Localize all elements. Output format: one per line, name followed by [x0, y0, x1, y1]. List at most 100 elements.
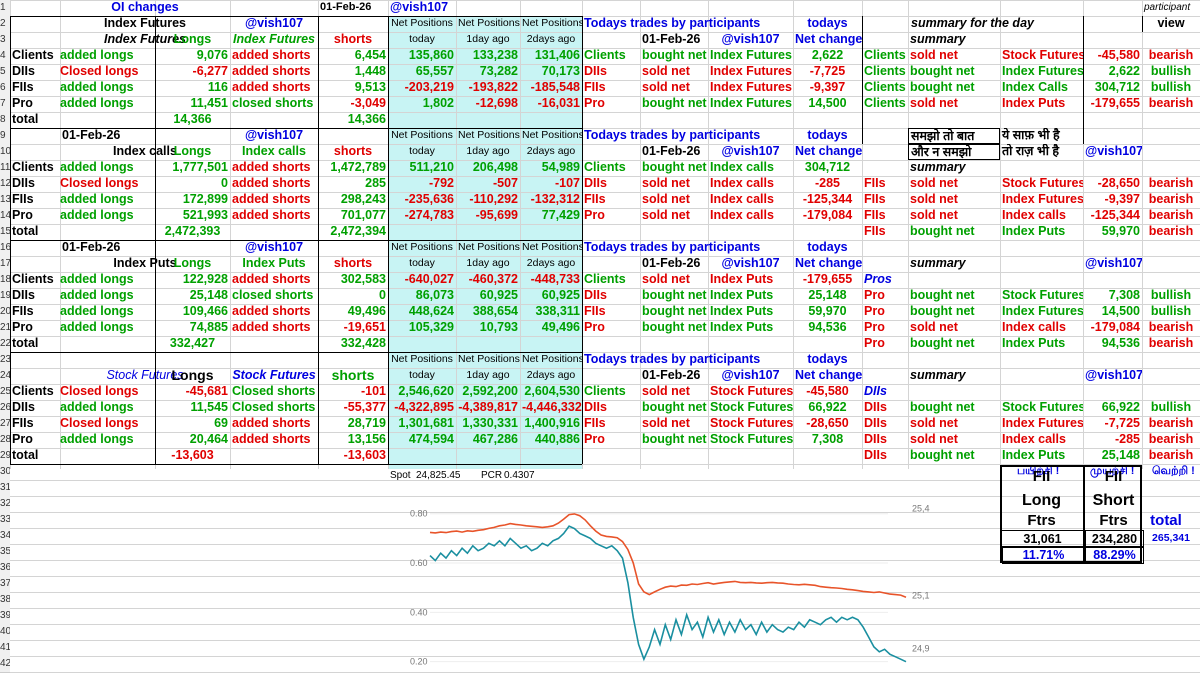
block-handle[interactable]: @vish107 — [244, 16, 304, 30]
row-header[interactable]: 10 — [0, 144, 10, 161]
trade-action[interactable]: bought net — [642, 96, 707, 110]
net-change-label[interactable]: Net change — [795, 368, 862, 382]
todays-label[interactable]: todays — [807, 128, 848, 142]
oi-changes-title[interactable]: OI changes — [111, 0, 179, 14]
summary-instrument[interactable]: Stock Futures — [1002, 48, 1083, 62]
shorts-value[interactable]: 302,583 — [340, 272, 386, 286]
longs-value[interactable]: 69 — [214, 416, 228, 430]
trade-participant[interactable]: Pro — [584, 208, 605, 222]
trades-handle[interactable]: @vish107 — [721, 368, 780, 382]
trade-participant[interactable]: Clients — [584, 384, 626, 398]
longs-header[interactable]: Longs — [173, 32, 212, 46]
net-positions-subheader[interactable]: 1day ago — [466, 33, 510, 45]
row-header[interactable]: 3 — [0, 32, 10, 49]
row-header[interactable]: 32 — [0, 496, 10, 513]
row-header[interactable]: 15 — [0, 224, 10, 241]
row-header[interactable]: 36 — [0, 560, 10, 577]
summary-title[interactable]: summary — [910, 368, 966, 382]
shorts-value[interactable]: 701,077 — [340, 208, 386, 222]
net-positions-header[interactable]: Net Positions — [391, 241, 453, 253]
net-positions-subheader[interactable]: 2days ago — [526, 257, 576, 269]
row-header[interactable]: 23 — [0, 352, 10, 369]
net-positions-subheader[interactable]: 2days ago — [526, 145, 576, 157]
summary-value[interactable]: -28,650 — [1097, 176, 1140, 190]
trade-participant[interactable]: Pro — [584, 96, 605, 110]
summary-action[interactable]: bought net — [910, 336, 975, 350]
net-change-value[interactable]: -179,084 — [802, 208, 853, 222]
summary-instrument[interactable]: Index Calls — [1002, 80, 1068, 94]
summary-title[interactable]: summary — [910, 256, 966, 270]
net-1day[interactable]: 73,282 — [479, 64, 518, 78]
net-change-value[interactable]: -28,650 — [806, 416, 849, 430]
summary-action[interactable]: sold net — [910, 96, 958, 110]
short-action[interactable]: added shorts — [232, 160, 311, 174]
net-today[interactable]: 2,546,620 — [398, 384, 454, 398]
row-header[interactable]: 1 — [0, 0, 10, 17]
net-change-value[interactable]: -45,580 — [806, 384, 849, 398]
row-header[interactable]: 29 — [0, 448, 10, 465]
participant-name[interactable]: DIIs — [12, 176, 35, 190]
row-header[interactable]: 26 — [0, 400, 10, 417]
summary-value[interactable]: 66,922 — [1101, 400, 1140, 414]
trades-date[interactable]: 01-Feb-26 — [642, 144, 701, 158]
row-header[interactable]: 42 — [0, 656, 10, 673]
net-positions-subheader[interactable]: today — [409, 33, 435, 45]
row-header[interactable]: 30 — [0, 464, 10, 481]
row-header[interactable]: 16 — [0, 240, 10, 257]
summary-participant[interactable]: Pro — [864, 288, 885, 302]
net-positions-subheader[interactable]: today — [409, 369, 435, 381]
participant-name[interactable]: FIIs — [12, 304, 34, 318]
summary-instrument[interactable]: Index Futures — [1002, 304, 1083, 318]
summary-bias[interactable]: bullish — [1150, 400, 1192, 414]
trade-participant[interactable]: Clients — [584, 272, 626, 286]
summary-participant[interactable]: FIIs — [864, 224, 886, 238]
participant-name[interactable]: Clients — [12, 160, 54, 174]
summary-handle[interactable]: @vish107 — [1085, 144, 1142, 158]
long-action[interactable]: added longs — [60, 48, 134, 62]
col-label[interactable]: Index Puts — [113, 256, 177, 270]
net-change-value[interactable]: 7,308 — [811, 432, 844, 446]
trade-action[interactable]: sold net — [642, 176, 690, 190]
row-header[interactable]: 20 — [0, 304, 10, 321]
block-handle[interactable]: @vish107 — [244, 128, 304, 142]
net-positions-header[interactable]: Net Positions — [522, 241, 582, 253]
net-2days[interactable]: 70,173 — [541, 64, 580, 78]
trade-participant[interactable]: FIIs — [584, 416, 606, 430]
net-change-value[interactable]: 304,712 — [804, 160, 851, 174]
long-action[interactable]: Closed longs — [60, 416, 139, 430]
longs-header[interactable]: Longs — [171, 368, 214, 383]
top-handle[interactable]: @vish107 — [390, 0, 449, 14]
trade-instrument[interactable]: Index Futures — [710, 96, 792, 110]
shorts-header[interactable]: shorts — [333, 32, 373, 46]
net-2days[interactable]: 338,311 — [535, 304, 581, 318]
row-header[interactable]: 2 — [0, 16, 10, 33]
row-header[interactable]: 18 — [0, 272, 10, 289]
net-1day[interactable]: -193,822 — [468, 80, 518, 94]
longs-value[interactable]: 74,885 — [189, 320, 228, 334]
net-1day[interactable]: 133,238 — [472, 48, 518, 62]
summary-value[interactable]: -285 — [1114, 432, 1140, 446]
trade-instrument[interactable]: Stock Futures — [710, 416, 793, 430]
net-1day[interactable]: 1,330,331 — [462, 416, 518, 430]
summary-value[interactable]: 304,712 — [1094, 80, 1140, 94]
summary-participant[interactable]: Pro — [864, 336, 885, 350]
summary-action[interactable]: bought net — [910, 400, 975, 414]
longs-value[interactable]: 11,451 — [190, 96, 228, 110]
trade-action[interactable]: sold net — [642, 80, 690, 94]
trade-participant[interactable]: FIIs — [584, 192, 606, 206]
trade-action[interactable]: sold net — [642, 416, 690, 430]
summary-participant[interactable]: Clients — [864, 96, 906, 110]
net-positions-header[interactable]: Net Positions — [391, 129, 453, 141]
net-positions-header[interactable]: Net Positions — [522, 353, 582, 365]
net-positions-header[interactable]: Net Positions — [391, 353, 453, 365]
summary-participant[interactable]: Clients — [864, 80, 906, 94]
shorts-value[interactable]: -55,377 — [343, 400, 386, 414]
longs-value[interactable]: 172,899 — [182, 192, 228, 206]
longs-value[interactable]: -6,277 — [192, 64, 228, 78]
short-action[interactable]: added shorts — [232, 272, 311, 286]
net-positions-header[interactable]: Net Positions — [522, 17, 582, 29]
trade-action[interactable]: sold net — [642, 384, 690, 398]
net-1day[interactable]: -95,699 — [475, 208, 518, 222]
summary-value[interactable]: 59,970 — [1101, 224, 1140, 238]
net-change-value[interactable]: 59,970 — [808, 304, 847, 318]
